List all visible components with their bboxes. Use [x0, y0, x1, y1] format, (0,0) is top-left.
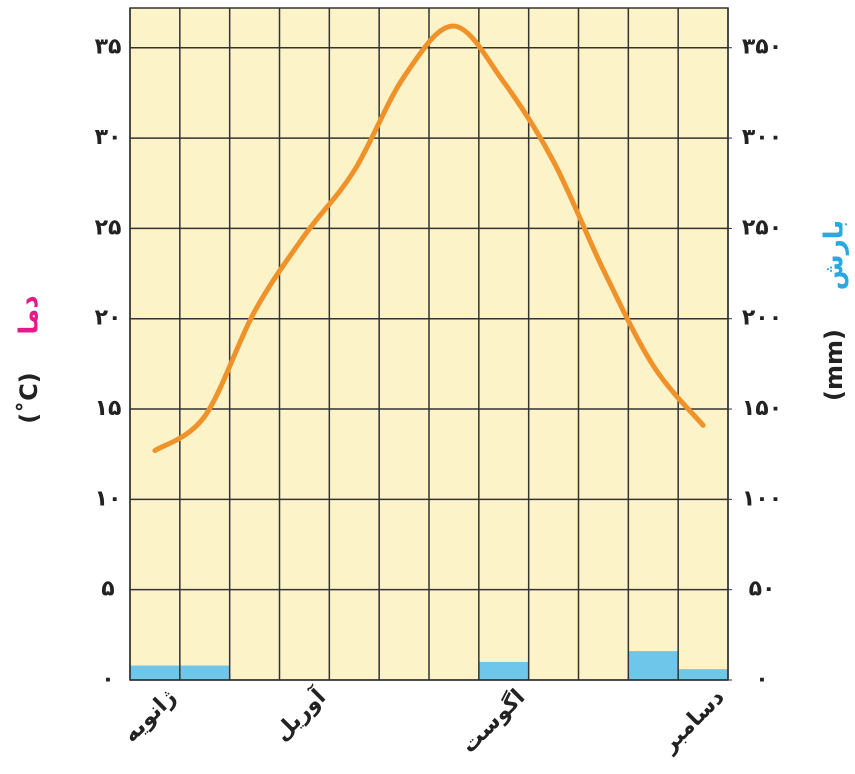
precipitation-bar — [478, 661, 529, 680]
y-tick-label: ۳۵ — [95, 35, 122, 60]
y-title: دما — [15, 295, 45, 334]
precipitation-bar — [179, 665, 230, 680]
y2-title: بارش — [820, 220, 850, 290]
y2-unit: (mm) — [820, 329, 848, 401]
precipitation-bar — [678, 669, 728, 680]
y-unit: (˚C) — [15, 372, 43, 424]
y-tick-label: ۲۰ — [95, 306, 122, 331]
y2-tick-label: ۰ — [755, 667, 768, 692]
precipitation-bar — [628, 651, 679, 680]
precipitation-bar — [130, 665, 180, 680]
y2-tick-label: ۲۰۰ — [742, 306, 782, 331]
x-tick-label: دسامبر — [656, 685, 729, 758]
y-tick-label: ۳۰ — [95, 125, 122, 150]
y2-tick-label: ۳۵۰ — [742, 35, 782, 60]
temperature-line — [152, 23, 706, 454]
y-tick-label: ۰ — [101, 667, 114, 692]
y2-tick-label: ۵۰ — [749, 577, 776, 602]
plot-frame — [129, 7, 729, 681]
y-tick-label: ۲۵ — [95, 215, 122, 240]
y2-tick-label: ۲۵۰ — [742, 215, 782, 240]
x-tick-label: آوریل — [267, 682, 331, 746]
x-tick-label: ژانویه — [119, 685, 182, 748]
y-tick-label: ۱۵ — [95, 396, 122, 421]
x-tick-label: اگوست — [455, 683, 530, 758]
y-tick-label: ۱۰ — [95, 486, 122, 511]
y2-tick-label: ۳۰۰ — [742, 125, 782, 150]
y2-tick-label: ۱۰۰ — [742, 486, 782, 511]
y2-tick-label: ۱۵۰ — [742, 396, 782, 421]
y-tick-label: ۵ — [101, 577, 114, 602]
